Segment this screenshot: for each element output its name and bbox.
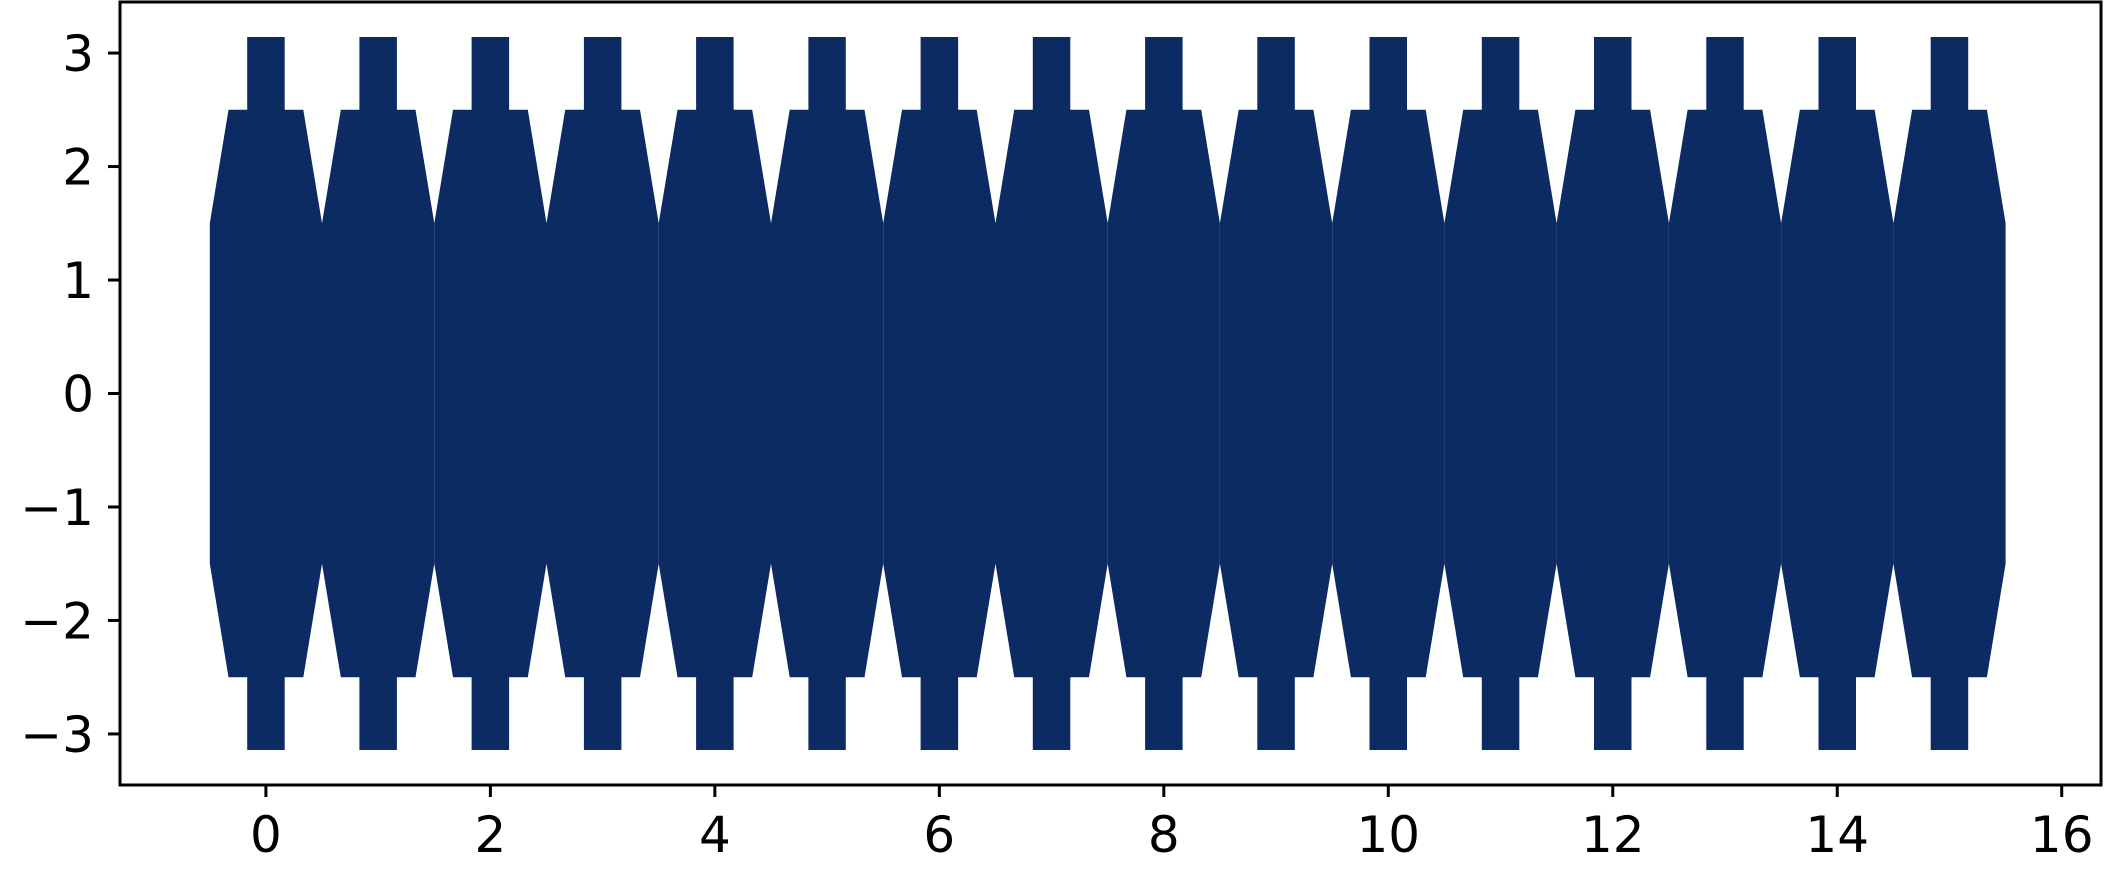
x-tick-label: 4 bbox=[699, 806, 731, 864]
gore-3 bbox=[546, 37, 659, 750]
gore-8 bbox=[1107, 37, 1220, 750]
y-tick-label: −2 bbox=[20, 592, 94, 650]
x-tick-label: 12 bbox=[1581, 806, 1645, 864]
gore-14 bbox=[1781, 37, 1894, 750]
x-tick-label: 6 bbox=[923, 806, 955, 864]
gore-2 bbox=[434, 37, 547, 750]
gore-13 bbox=[1668, 37, 1782, 750]
y-tick-label: 0 bbox=[62, 366, 94, 424]
x-tick-label: 10 bbox=[1356, 806, 1420, 864]
gore-9 bbox=[1219, 37, 1333, 750]
gore-11 bbox=[1444, 37, 1557, 750]
y-tick-label: 2 bbox=[62, 139, 94, 197]
gore-4 bbox=[658, 37, 771, 750]
x-tick-label: 16 bbox=[2030, 806, 2094, 864]
y-axis: 3 2 1 0 −1 −2 −3 bbox=[20, 25, 120, 764]
gore-0 bbox=[209, 37, 322, 750]
gore-7 bbox=[995, 37, 1108, 750]
gore-12 bbox=[1556, 37, 1669, 750]
x-tick-label: 8 bbox=[1148, 806, 1180, 864]
x-tick-label: 0 bbox=[250, 806, 282, 864]
x-tick-label: 2 bbox=[474, 806, 506, 864]
gore-15 bbox=[1893, 37, 2006, 750]
y-tick-label: −3 bbox=[20, 706, 94, 764]
land-antarctica bbox=[154, 736, 2062, 750]
gore-1 bbox=[322, 37, 435, 750]
y-tick-label: 3 bbox=[62, 25, 94, 83]
x-tick-label: 14 bbox=[1805, 806, 1869, 864]
gore-6 bbox=[883, 37, 996, 750]
y-tick-label: −1 bbox=[20, 479, 94, 537]
map-gores bbox=[209, 37, 2006, 750]
gore-10 bbox=[1332, 37, 1445, 750]
y-tick-label: 1 bbox=[62, 252, 94, 310]
x-axis: 0 2 4 6 8 10 12 14 16 bbox=[250, 785, 2094, 864]
gore-5 bbox=[771, 37, 884, 750]
